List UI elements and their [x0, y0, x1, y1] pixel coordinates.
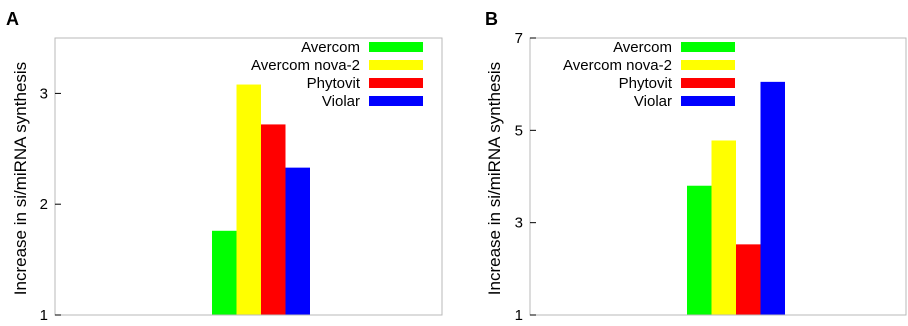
y-tick-label: 3: [40, 85, 48, 102]
legend-swatch: [369, 96, 423, 106]
legend-swatch: [681, 78, 735, 88]
bar-violar: [760, 81, 785, 315]
bar-violar: [285, 167, 310, 315]
panel-label: B: [485, 9, 498, 29]
y-tick-label: 1: [515, 307, 523, 321]
legend-label: Avercom: [301, 39, 360, 56]
legend-swatch: [681, 96, 735, 106]
y-tick-label: 1: [40, 307, 48, 321]
y-tick-label: 7: [515, 30, 523, 47]
legend-swatch: [369, 60, 423, 70]
legend-label: Phytovit: [307, 75, 361, 92]
chart-panel-a: A 1 2 3 Increase in si/miRNA synthesis Averco…: [6, 9, 443, 324]
panel-label: A: [6, 9, 19, 29]
legend-label: Avercom: [613, 39, 672, 56]
y-tick-label: 5: [515, 122, 523, 139]
y-tick-label: 3: [515, 215, 523, 232]
legend-label: Phytovit: [619, 75, 673, 92]
bar-phytovit: [736, 244, 761, 315]
legend-swatch: [369, 42, 423, 52]
legend-swatch: [681, 42, 735, 52]
bar-avercom-nova-2: [711, 140, 736, 315]
legend-label: Violar: [634, 93, 672, 110]
chart-panel-b: B 1 3 5 7 Increase in si/miRNA synthesis Averc…: [485, 9, 907, 324]
y-axis-title: Increase in si/miRNA synthesis: [11, 62, 30, 295]
y-axis-title: Increase in si/miRNA synthesis: [485, 62, 504, 295]
legend-label: Violar: [322, 93, 360, 110]
y-tick-label: 2: [40, 196, 48, 213]
legend-swatch: [681, 60, 735, 70]
bar-avercom: [212, 230, 237, 315]
plot-frame: [529, 37, 907, 316]
plot-frame: [54, 37, 443, 316]
bar-avercom-nova-2: [236, 84, 261, 315]
bar-avercom: [687, 185, 712, 315]
legend-label: Avercom nova-2: [563, 57, 672, 74]
legend-swatch: [369, 78, 423, 88]
bar-phytovit: [261, 124, 286, 315]
legend-label: Avercom nova-2: [251, 57, 360, 74]
